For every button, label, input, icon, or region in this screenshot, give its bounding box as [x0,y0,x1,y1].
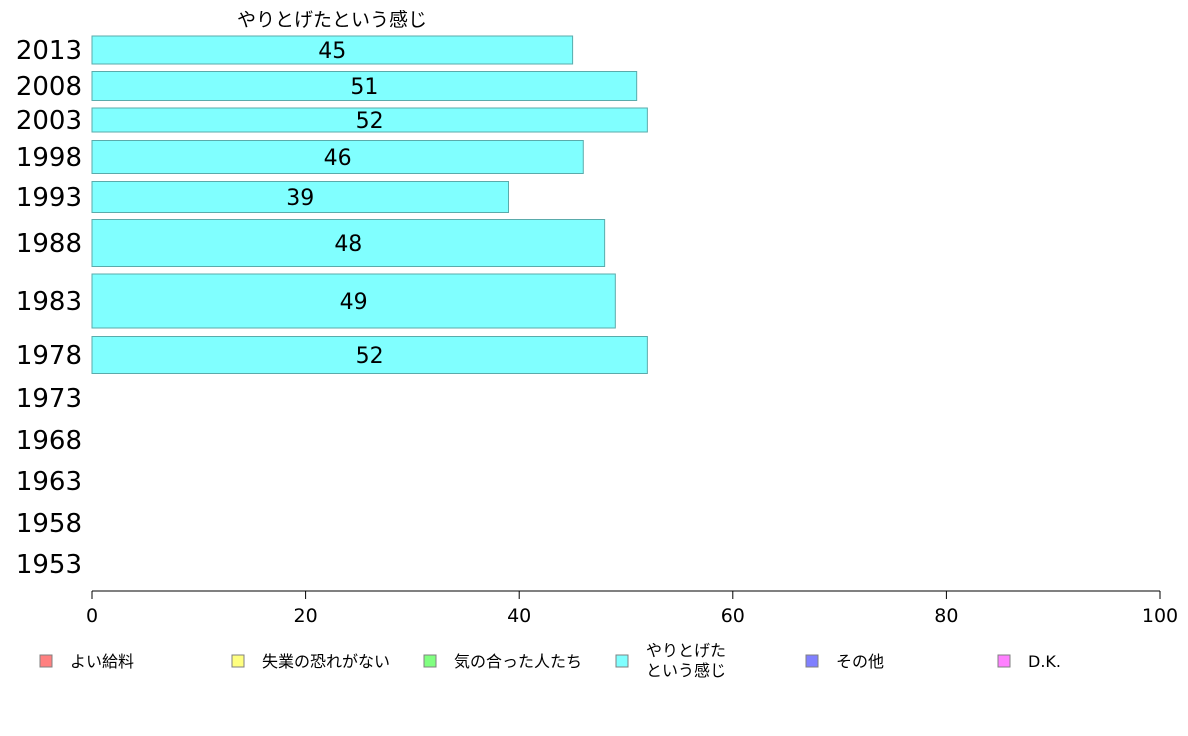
year-label-1998: 1998 [16,143,82,173]
legend-label-2: 気の合った人たち [454,652,582,671]
legend-swatch-4 [805,654,819,668]
legend-swatch-5 [997,654,1011,668]
year-label-1968: 1968 [16,426,82,456]
bar-1993 [91,181,510,213]
x-tick-label-60: 60 [721,605,745,627]
bar-2003 [91,107,648,133]
year-label-1953: 1953 [16,550,82,580]
year-label-1993: 1993 [16,183,82,213]
x-tick-label-100: 100 [1142,605,1178,627]
bar-2008 [91,71,638,101]
legend-swatch-3 [615,654,629,668]
legend: よい給料 失業の恐れがない 気の合った人たち やりとげたという感じ その他 D.K. [39,641,1061,680]
year-label-1978: 1978 [16,341,82,371]
bar-1998 [91,140,584,174]
bar-2013 [91,35,574,65]
year-label-1973: 1973 [16,384,82,414]
bar-value-label-2013: 45 [318,39,346,64]
x-tick-label-20: 20 [294,605,318,627]
year-labels-group: 2013 2008 2003 1998 1993 1988 1983 1978 1973 1968… [16,36,82,580]
legend-label-4: その他 [836,652,884,671]
year-label-1988: 1988 [16,229,82,259]
bar-value-label-2003: 52 [356,109,384,134]
x-tick-label-80: 80 [934,605,958,627]
year-label-2013: 2013 [16,36,82,66]
year-label-1958: 1958 [16,509,82,539]
bar-1983 [91,273,616,329]
bar-value-label-1983: 49 [340,290,368,315]
legend-label-1: 失業の恐れがない [262,652,390,671]
legend-label-3: やりとげたという感じ [646,641,726,680]
legend-swatch-2 [423,654,437,668]
year-label-1983: 1983 [16,287,82,317]
x-axis: 0 20 40 60 80 100 [86,590,1178,627]
chart-title: やりとげたという感じ [237,9,427,31]
year-label-2003: 2003 [16,106,82,136]
bar-value-label-1993: 39 [286,186,314,211]
legend-label-0: よい給料 [70,652,134,671]
legend-label-5: D.K. [1028,652,1061,671]
legend-swatch-1 [231,654,245,668]
bar-1978 [91,336,648,374]
year-label-2008: 2008 [16,72,82,102]
bar-value-label-1998: 46 [324,146,352,171]
x-tick-label-40: 40 [507,605,531,627]
bar-value-label-1988: 48 [334,232,362,257]
legend-swatch-0 [39,654,53,668]
bar-value-label-2008: 51 [350,75,378,100]
year-label-1963: 1963 [16,467,82,497]
bar-value-label-1978: 52 [356,344,384,369]
bar-1988 [91,219,606,267]
x-tick-label-0: 0 [86,605,98,627]
